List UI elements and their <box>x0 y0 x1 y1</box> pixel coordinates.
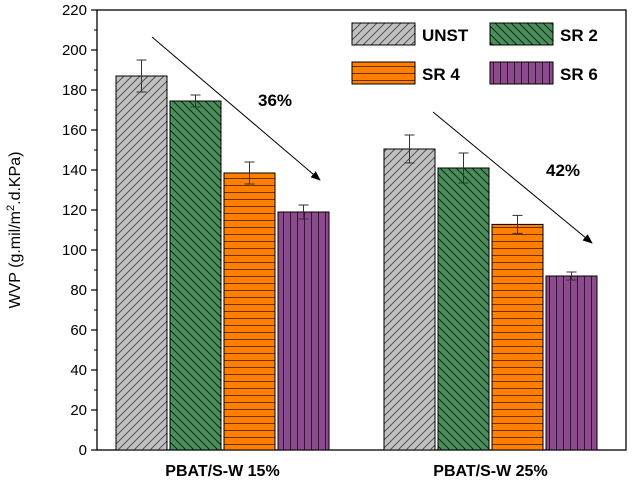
legend: UNST SR 2 SR 4 SR 6 <box>351 22 598 85</box>
legend-swatch <box>489 22 554 46</box>
percentage-annotation: 42% <box>546 161 580 180</box>
y-tick-label: 120 <box>62 202 87 219</box>
y-tick-label: 20 <box>70 402 87 419</box>
bar-sr-6 <box>277 211 330 451</box>
bar-sr-4 <box>491 223 544 451</box>
bar-sr-2 <box>169 100 222 451</box>
y-tick-label: 60 <box>70 322 87 339</box>
bar-sr-6 <box>545 275 598 451</box>
y-tick-label: 200 <box>62 42 87 59</box>
bar-sr-2 <box>437 167 490 451</box>
error-bars <box>136 59 577 281</box>
y-tick-label: 0 <box>79 442 87 459</box>
legend-label: SR 4 <box>422 65 460 84</box>
x-category-label: PBAT/S-W 15% <box>165 463 279 480</box>
bars <box>115 75 598 451</box>
y-tick-label: 40 <box>70 362 87 379</box>
legend-label: SR 2 <box>560 26 598 45</box>
legend-swatch <box>351 61 416 85</box>
annotations: 36% 42% <box>151 36 593 244</box>
y-tick-label: 140 <box>62 162 87 179</box>
y-axis-title: WVP (g.mil/m2.d.KPa) <box>5 152 24 309</box>
y-tick-label: 160 <box>62 122 87 139</box>
legend-swatch <box>351 22 416 46</box>
y-tick-label: 100 <box>62 242 87 259</box>
y-tick-label: 180 <box>62 82 87 99</box>
axes: 0 20 40 60 80 100 120 140 160 180 200 220 PBAT/S-W 1… <box>62 2 627 480</box>
bar-sr-4 <box>223 172 276 451</box>
y-tick-label: 220 <box>62 2 87 19</box>
legend-label: UNST <box>422 26 469 45</box>
trend-arrow <box>151 36 321 181</box>
percentage-annotation: 36% <box>258 91 292 110</box>
legend-label: SR 6 <box>560 65 598 84</box>
x-category-label: PBAT/S-W 25% <box>433 463 547 480</box>
trend-arrow <box>432 111 593 244</box>
legend-swatch <box>489 61 554 85</box>
bar-unst <box>115 75 168 451</box>
bar-unst <box>383 148 436 451</box>
y-tick-label: 80 <box>70 282 87 299</box>
